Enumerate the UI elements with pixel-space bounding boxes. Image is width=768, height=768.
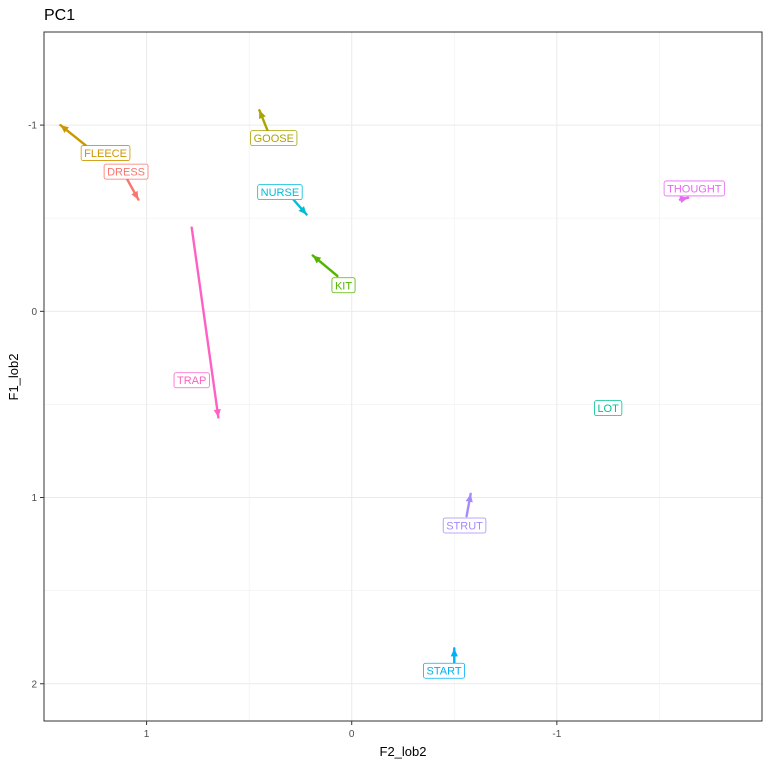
arrow-kit — [311, 254, 339, 278]
label-box-dress — [103, 163, 149, 180]
arrow-head-strut — [465, 493, 473, 503]
label-text-thought: THOUGHT — [667, 183, 722, 195]
label-fleece: FLEECE — [80, 145, 131, 161]
arrow-head-fleece — [60, 125, 69, 133]
x-tick-label: 1 — [144, 729, 150, 740]
label-kit: KIT — [331, 277, 356, 294]
y-tick-label: 2 — [31, 679, 37, 690]
label-nurse: NURSE — [257, 184, 303, 201]
label-strut: STRUT — [442, 517, 487, 534]
label-trap: TRAP — [173, 372, 210, 389]
label-box-thought — [663, 180, 725, 197]
arrow-head-goose — [259, 110, 266, 119]
arrow-head-thought — [679, 195, 689, 204]
label-text-trap: TRAP — [177, 375, 206, 387]
label-text-kit: KIT — [335, 280, 352, 292]
label-start: START — [423, 662, 465, 679]
label-dress: DRESS — [103, 163, 149, 180]
x-tick-label: -1 — [552, 729, 561, 740]
label-text-nurse: NURSE — [261, 187, 300, 199]
label-box-trap — [173, 372, 210, 389]
label-thought: THOUGHT — [663, 180, 725, 197]
label-text-strut: STRUT — [446, 520, 483, 532]
label-lot: LOT — [594, 400, 623, 417]
label-box-nurse — [257, 184, 303, 201]
label-box-start — [423, 662, 465, 679]
arrow-strut — [465, 492, 473, 518]
y-tick-label: 0 — [31, 307, 37, 318]
y-tick-label: 1 — [31, 493, 37, 504]
arrow-thought — [678, 195, 690, 204]
label-text-dress: DRESS — [107, 167, 145, 179]
arrow-head-kit — [312, 255, 322, 264]
marks-layer: FLEECE DRESS GOOSE NURSE KIT THOUGHT TRAP LOT ST… — [59, 109, 725, 679]
arrow-goose — [258, 109, 269, 132]
label-box-lot — [594, 400, 623, 417]
arrow-head-trap — [213, 409, 221, 418]
arrow-dress — [124, 176, 140, 201]
arrow-head-nurse — [298, 206, 307, 215]
y-axis-title: F1_lob2 — [6, 354, 21, 401]
label-box-kit — [331, 277, 356, 294]
label-text-goose: GOOSE — [254, 133, 294, 145]
label-text-start: START — [427, 666, 462, 678]
arrow-head-start — [450, 648, 458, 657]
y-tick-label: -1 — [28, 121, 37, 132]
arrow-shaft-trap — [190, 226, 220, 419]
panel-border — [43, 31, 763, 722]
arrow-head-dress — [131, 190, 139, 200]
label-box-fleece — [80, 145, 131, 161]
ticks-layer: 1 0 -1 -1 0 1 2 — [28, 121, 562, 740]
label-goose: GOOSE — [250, 130, 298, 147]
label-text-fleece: FLEECE — [84, 148, 127, 160]
label-box-goose — [250, 130, 298, 147]
label-box-strut — [442, 517, 487, 534]
arrow-start — [450, 647, 458, 665]
x-tick-label: 0 — [349, 729, 355, 740]
grid-layer — [44, 32, 762, 721]
label-text-lot: LOT — [597, 403, 619, 415]
chart-title: PC1 — [44, 7, 75, 24]
arrow-trap — [190, 226, 221, 419]
x-axis-title: F2_lob2 — [380, 744, 427, 759]
